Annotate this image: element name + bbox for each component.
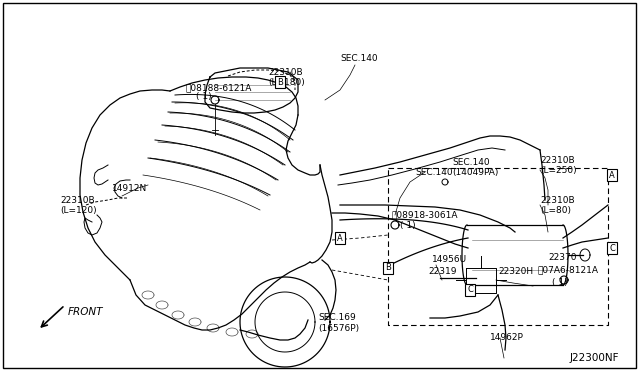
Text: 14962P: 14962P [490, 334, 524, 343]
Text: ( 1): ( 1) [400, 221, 415, 230]
Text: A: A [609, 170, 615, 180]
Text: 22310B: 22310B [268, 67, 303, 77]
Text: C: C [609, 244, 615, 253]
Text: (16576P): (16576P) [318, 324, 359, 333]
Text: FRONT: FRONT [68, 307, 104, 317]
Text: B: B [277, 77, 283, 87]
Text: 22310B: 22310B [60, 196, 95, 205]
Text: (L=120): (L=120) [60, 205, 97, 215]
Text: SEC.140: SEC.140 [415, 167, 452, 176]
Text: ⓝ08188-6121A: ⓝ08188-6121A [185, 83, 252, 93]
Text: (L=180): (L=180) [268, 77, 305, 87]
Text: 22370: 22370 [548, 253, 577, 263]
Text: 22320H: 22320H [498, 267, 533, 276]
Text: 22310B: 22310B [540, 196, 575, 205]
Text: A: A [337, 234, 343, 243]
Text: J22300NF: J22300NF [570, 353, 620, 363]
Text: (L=80): (L=80) [540, 205, 571, 215]
Text: SEC.140: SEC.140 [452, 157, 490, 167]
Text: C: C [467, 285, 473, 295]
Text: ( 1): ( 1) [552, 278, 568, 286]
Text: B: B [385, 263, 391, 273]
Text: (14049PA): (14049PA) [452, 167, 499, 176]
Text: SEC.169: SEC.169 [318, 314, 356, 323]
Text: ( 1): ( 1) [196, 92, 212, 100]
Text: (L=250): (L=250) [540, 166, 577, 174]
Text: ⓝ08918-3061A: ⓝ08918-3061A [392, 211, 458, 219]
Text: SEC.140: SEC.140 [340, 54, 378, 62]
Text: ⒵07A6-8121A: ⒵07A6-8121A [538, 266, 599, 275]
Text: 14956U: 14956U [432, 256, 467, 264]
Text: 22310B: 22310B [540, 155, 575, 164]
Text: 14912N: 14912N [112, 183, 147, 192]
Text: 22319: 22319 [428, 267, 456, 276]
